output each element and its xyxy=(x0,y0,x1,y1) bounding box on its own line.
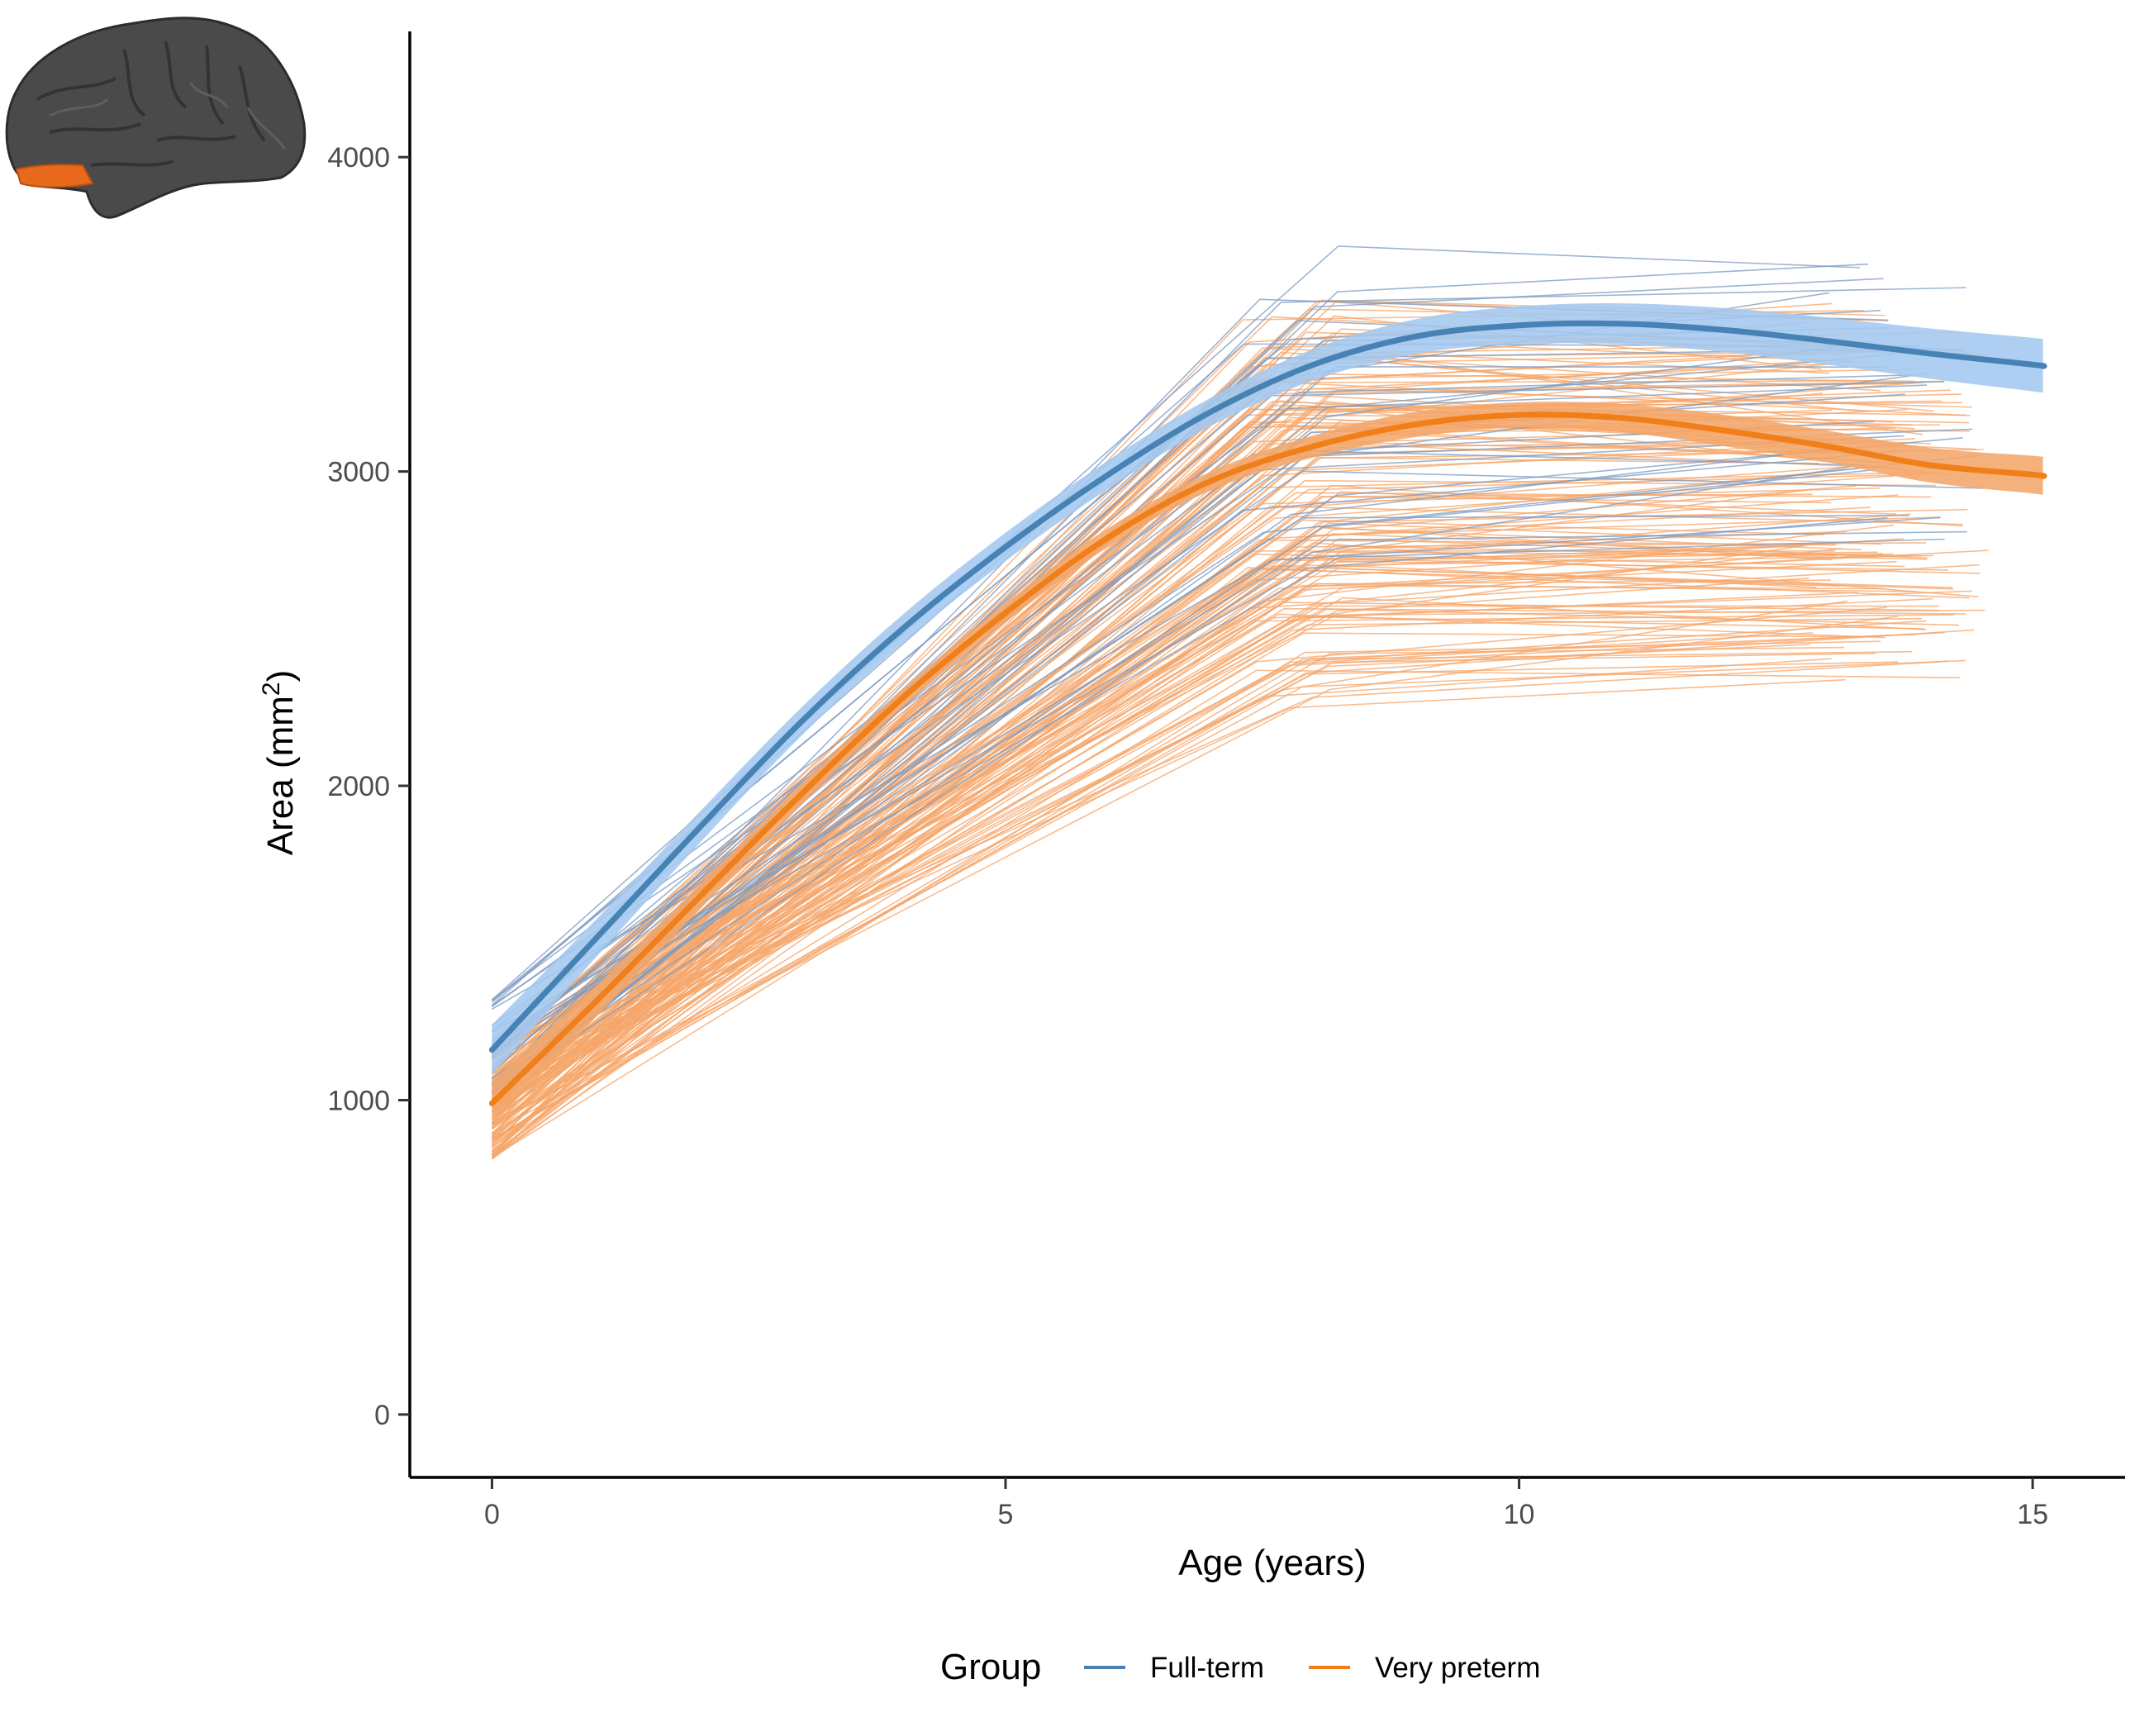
fitted-curve-very-preterm xyxy=(488,411,2047,1106)
individual-trajectory xyxy=(491,404,1966,1134)
individual-trajectory xyxy=(491,404,1951,1141)
individual-trajectory xyxy=(491,553,1905,1115)
individual-trajectory xyxy=(491,446,1848,1079)
x-tick-label: 5 xyxy=(998,1499,1014,1530)
individual-trajectory xyxy=(491,602,1939,1158)
y-axis-title: Area (mm2) xyxy=(258,670,302,855)
individual-trajectory xyxy=(492,538,1945,1047)
individual-trajectory xyxy=(491,516,1941,1138)
individual-trajectory xyxy=(492,632,1855,1111)
individual-trajectory xyxy=(491,340,1873,1101)
fitted-curves xyxy=(488,320,2047,1106)
legend-label-very-preterm: Very preterm xyxy=(1375,1652,1540,1684)
individual-trajectory xyxy=(492,633,1917,1140)
individual-trajectory xyxy=(492,605,1940,1129)
x-tick-label: 10 xyxy=(1504,1499,1535,1530)
individual-trajectory xyxy=(492,564,1817,1104)
individual-trajectory xyxy=(492,560,1897,1125)
individual-trajectory xyxy=(492,550,1835,1049)
individual-trajectory xyxy=(492,465,1853,1092)
individual-trajectory xyxy=(492,632,1813,1101)
individual-trajectory xyxy=(492,650,1912,1087)
y-tick-label: 4000 xyxy=(327,142,390,174)
individual-trajectory xyxy=(491,440,1849,1140)
individual-trajectory xyxy=(492,468,1875,1086)
individual-trajectory xyxy=(491,479,1937,1158)
individual-trajectory xyxy=(491,400,1942,1126)
individual-trajectory xyxy=(492,620,1927,1101)
individual-trajectory xyxy=(492,516,1941,1011)
tick-labels: 0 5 10 15 0 1000 2000 3000 4000 xyxy=(327,142,2048,1530)
fitted-curve-full-term xyxy=(488,320,2047,1053)
x-tick-label: 15 xyxy=(2017,1499,2048,1530)
individual-trajectory xyxy=(491,384,1928,1001)
y-tick-label: 2000 xyxy=(327,771,390,802)
y-axis-title-superscript: 2 xyxy=(258,682,285,696)
y-axis-title-main: Area (mm xyxy=(260,696,301,855)
individual-trajectory xyxy=(491,389,1951,1147)
individual-trajectory xyxy=(492,640,1881,1158)
individual-trajectory xyxy=(492,678,1846,1078)
individual-trajectory xyxy=(492,652,1876,1134)
legend-label-full-term: Full-term xyxy=(1150,1652,1264,1684)
confidence-band-very-preterm xyxy=(492,402,2045,1125)
individual-trajectory xyxy=(492,590,1972,1107)
y-tick-label: 3000 xyxy=(327,457,390,488)
individual-trajectory xyxy=(492,568,1953,1057)
individual-trajectory xyxy=(492,606,1887,1108)
individual-trajectory xyxy=(491,450,1904,1096)
confidence-bands xyxy=(492,303,2045,1125)
x-axis-title: Age (years) xyxy=(1178,1543,1366,1583)
x-tick-label: 0 xyxy=(484,1499,500,1530)
individual-trajectory xyxy=(491,538,1904,1111)
individual-trajectory xyxy=(491,388,1972,1126)
individual-trajectory xyxy=(492,545,1928,1113)
individual-trajectory xyxy=(492,646,1845,1141)
individual-trajectory xyxy=(491,542,1927,1095)
individual-trajectory xyxy=(492,437,1963,1052)
individual-trajectory xyxy=(492,631,1945,1083)
individual-trajectory xyxy=(492,607,1966,1087)
individual-trajectory xyxy=(492,584,1885,1056)
brain-thumbnail-icon xyxy=(5,17,307,219)
individual-trajectory xyxy=(492,514,1909,1054)
individual-trajectory xyxy=(491,568,1841,1149)
legend: Group Full-term Very preterm xyxy=(940,1647,1540,1687)
legend-title: Group xyxy=(940,1647,1041,1687)
individual-trajectory xyxy=(492,644,1810,1093)
individual-trajectory xyxy=(491,393,1905,1049)
y-axis-title-close: ) xyxy=(260,670,301,683)
individual-trajectory xyxy=(492,661,1899,1098)
individual-trajectory xyxy=(491,350,1923,1153)
individual-trajectory xyxy=(492,617,1923,1125)
individual-trajectory xyxy=(491,466,1866,1106)
individual-trajectory xyxy=(491,539,1836,1139)
y-tick-label: 0 xyxy=(374,1400,390,1431)
individual-trajectory xyxy=(491,491,1897,1117)
individual-trajectory xyxy=(491,445,1917,1158)
individual-trajectory xyxy=(491,416,1976,1155)
individual-trajectory xyxy=(492,614,1955,1058)
axes xyxy=(398,31,2125,1489)
individual-trajectory xyxy=(492,454,1982,1044)
individual-trajectory xyxy=(492,669,1961,1142)
y-tick-label: 1000 xyxy=(327,1085,390,1116)
individual-trajectory xyxy=(491,382,1925,1156)
